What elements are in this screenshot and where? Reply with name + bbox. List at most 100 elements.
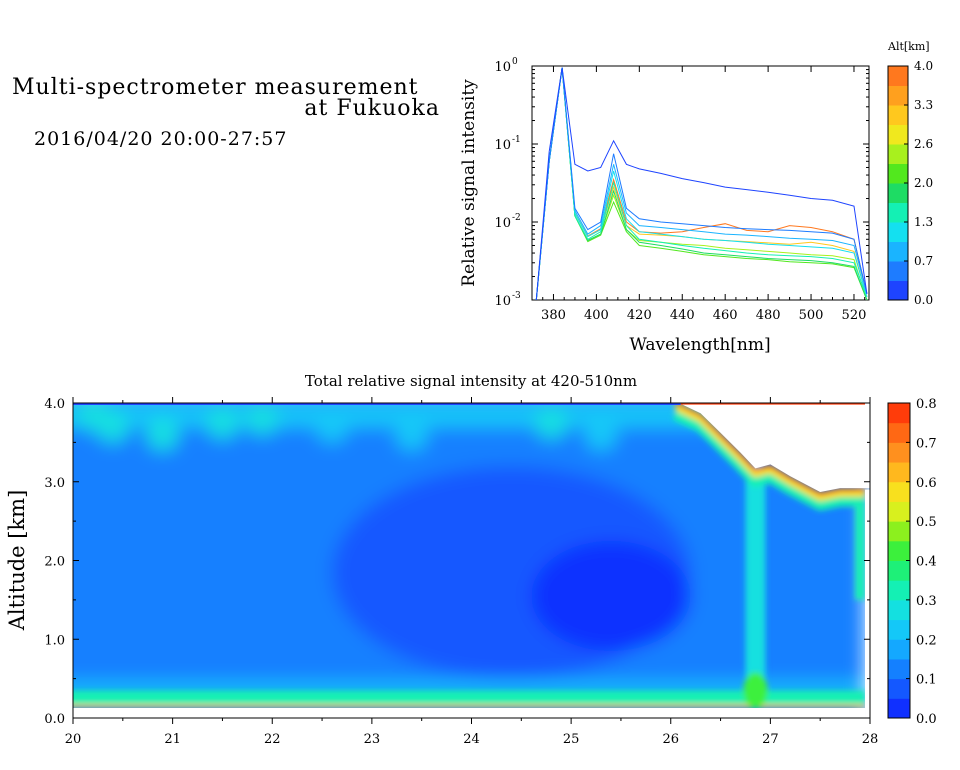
intensity-heatmap-chart: Total relative signal intensity at 420-5…: [5, 372, 937, 747]
altitude-colorbar-swatch: [888, 280, 908, 301]
altitude-colorbar-swatch: [888, 105, 908, 125]
heatmap-ytick-label: 3.0: [44, 476, 65, 491]
intensity-colorbar-swatch: [888, 678, 910, 699]
time-range: 2016/04/20 20:00-27:57: [34, 128, 288, 150]
altitude-colorbar-label: 2.0: [914, 176, 933, 190]
heatmap-column-base: [743, 672, 768, 709]
altitude-colorbar-swatch: [888, 144, 908, 164]
heatmap-ytick-label: 0.0: [44, 712, 65, 727]
heatmap-ytick-label: 1.0: [44, 633, 65, 648]
heatmap-cloud-edge-glow: [672, 406, 865, 511]
heatmap-xtick-label: 27: [762, 732, 779, 747]
intensity-colorbar-swatch: [888, 658, 910, 680]
heatmap-ytick-label: 2.0: [44, 555, 65, 570]
altitude-colorbar-label: 0.0: [914, 293, 933, 307]
intensity-colorbar-label: 0.7: [916, 436, 937, 451]
spectrum-xtick-label: 460: [713, 308, 738, 323]
spectrum-series-line: [535, 67, 868, 301]
heatmap-xtick-label: 24: [463, 732, 480, 747]
spectrum-xtick-label: 480: [756, 308, 781, 323]
spectrum-xtick-label: 380: [541, 308, 566, 323]
intensity-colorbar-label: 0.0: [916, 712, 937, 727]
spectrum-ytick-exponent: -3: [512, 291, 521, 301]
heatmap-vertical-column: [745, 466, 766, 695]
heatmap-xtick-label: 26: [662, 732, 679, 747]
heatmap-right-edge-band: [855, 489, 866, 600]
spectrum-ytick-label: 10: [494, 216, 511, 231]
intensity-colorbar-swatch: [888, 639, 910, 660]
heatmap-ylabel: Altitude [km]: [5, 490, 29, 632]
altitude-colorbar-swatch: [888, 241, 908, 262]
intensity-colorbar-label: 0.5: [916, 515, 937, 530]
intensity-colorbar-label: 0.8: [916, 397, 937, 412]
intensity-colorbar-swatch: [888, 580, 910, 601]
altitude-colorbar-title: Alt[km]: [887, 40, 930, 53]
heatmap-title: Total relative signal intensity at 420-5…: [305, 372, 637, 390]
heatmap-near-surface-band: [73, 682, 866, 695]
altitude-colorbar-swatch: [888, 222, 908, 242]
heatmap-above-cloud-blank: [679, 403, 870, 492]
intensity-colorbar-label: 0.6: [916, 476, 937, 491]
spectrum-series-line: [535, 67, 868, 301]
heatmap-sharp-features: [73, 403, 866, 709]
intensity-colorbar-swatch: [888, 501, 910, 522]
spectrum-ylabel: Relative signal intensity: [459, 79, 479, 287]
intensity-colorbar-swatch: [888, 481, 910, 502]
intensity-colorbar-swatch: [888, 442, 910, 463]
heatmap-xtick-label: 21: [164, 732, 181, 747]
intensity-colorbar-swatch: [888, 462, 910, 483]
intensity-colorbar-swatch: [888, 403, 910, 424]
intensity-colorbar-swatch: [888, 619, 910, 640]
heatmap-surface-layer: [73, 690, 866, 707]
intensity-colorbar: 0.0 0.1 0.2 0.3 0.4 0.5 0.6 0.7 0.8: [887, 397, 937, 727]
heatmap-high-patch: [316, 410, 349, 443]
heatmap-no-data-bottom: [73, 708, 866, 718]
heatmap-cloud-edge-peak: [675, 403, 865, 496]
main-title-line2: at Fukuoka: [304, 96, 440, 121]
heatmap-high-patch: [206, 406, 239, 439]
intensity-colorbar-label: 0.4: [916, 555, 937, 570]
altitude-colorbar-label: 3.3: [914, 98, 933, 112]
intensity-colorbar-label: 0.2: [916, 633, 937, 648]
altitude-colorbar-label: 0.7: [914, 254, 933, 268]
heatmap-xtick-label: 22: [264, 732, 281, 747]
spectrum-xtick-label: 500: [799, 308, 824, 323]
heatmap-high-patch: [585, 418, 618, 451]
heatmap-xtick-label: 25: [563, 732, 580, 747]
altitude-colorbar-label: 2.6: [914, 137, 933, 151]
spectrum-ytick-exponent: 0: [512, 57, 518, 67]
intensity-colorbar-swatch: [888, 521, 910, 542]
heatmap-low-core-2: [531, 540, 691, 652]
altitude-colorbar-label: 4.0: [914, 59, 933, 73]
main-title-line1: Multi-spectrometer measurement: [12, 75, 419, 100]
spectrum-ytick-exponent: -1: [512, 135, 521, 145]
altitude-colorbar-swatch: [888, 261, 908, 281]
heatmap-ytick-label: 4.0: [44, 397, 65, 412]
intensity-colorbar-swatch: [888, 540, 910, 561]
heatmap-no-data-right: [865, 489, 870, 718]
spectrum-ytick-label: 10: [494, 294, 511, 309]
spectrum-xtick-label: 420: [627, 308, 652, 323]
heatmap-high-patch: [246, 403, 279, 435]
intensity-colorbar-swatch: [888, 422, 910, 443]
spectrum-plot-frame: [531, 65, 870, 301]
heatmap-xtick-label: 28: [862, 732, 879, 747]
heatmap-field: [73, 403, 870, 718]
intensity-colorbar-label: 0.3: [916, 594, 937, 609]
spectrum-xlabel: Wavelength[nm]: [629, 335, 770, 355]
heatmap-surface-edge: [73, 704, 866, 708]
heatmap-cloud-edge-mid: [674, 403, 865, 502]
altitude-colorbar-swatch: [888, 183, 908, 203]
altitude-colorbar-swatch: [888, 85, 908, 106]
altitude-colorbar-label: 1.3: [914, 215, 933, 229]
intensity-colorbar-label: 0.1: [916, 673, 937, 688]
heatmap-high-patch: [535, 406, 568, 439]
heatmap-xtick-label: 20: [65, 732, 82, 747]
heatmap-high-patch: [395, 418, 428, 451]
spectrum-series-line: [535, 67, 868, 301]
intensity-colorbar-swatch: [888, 560, 910, 581]
spectrum-series-line: [535, 67, 868, 301]
spectrum-ytick-label: 10: [494, 60, 511, 75]
altitude-colorbar-swatch: [888, 202, 908, 223]
